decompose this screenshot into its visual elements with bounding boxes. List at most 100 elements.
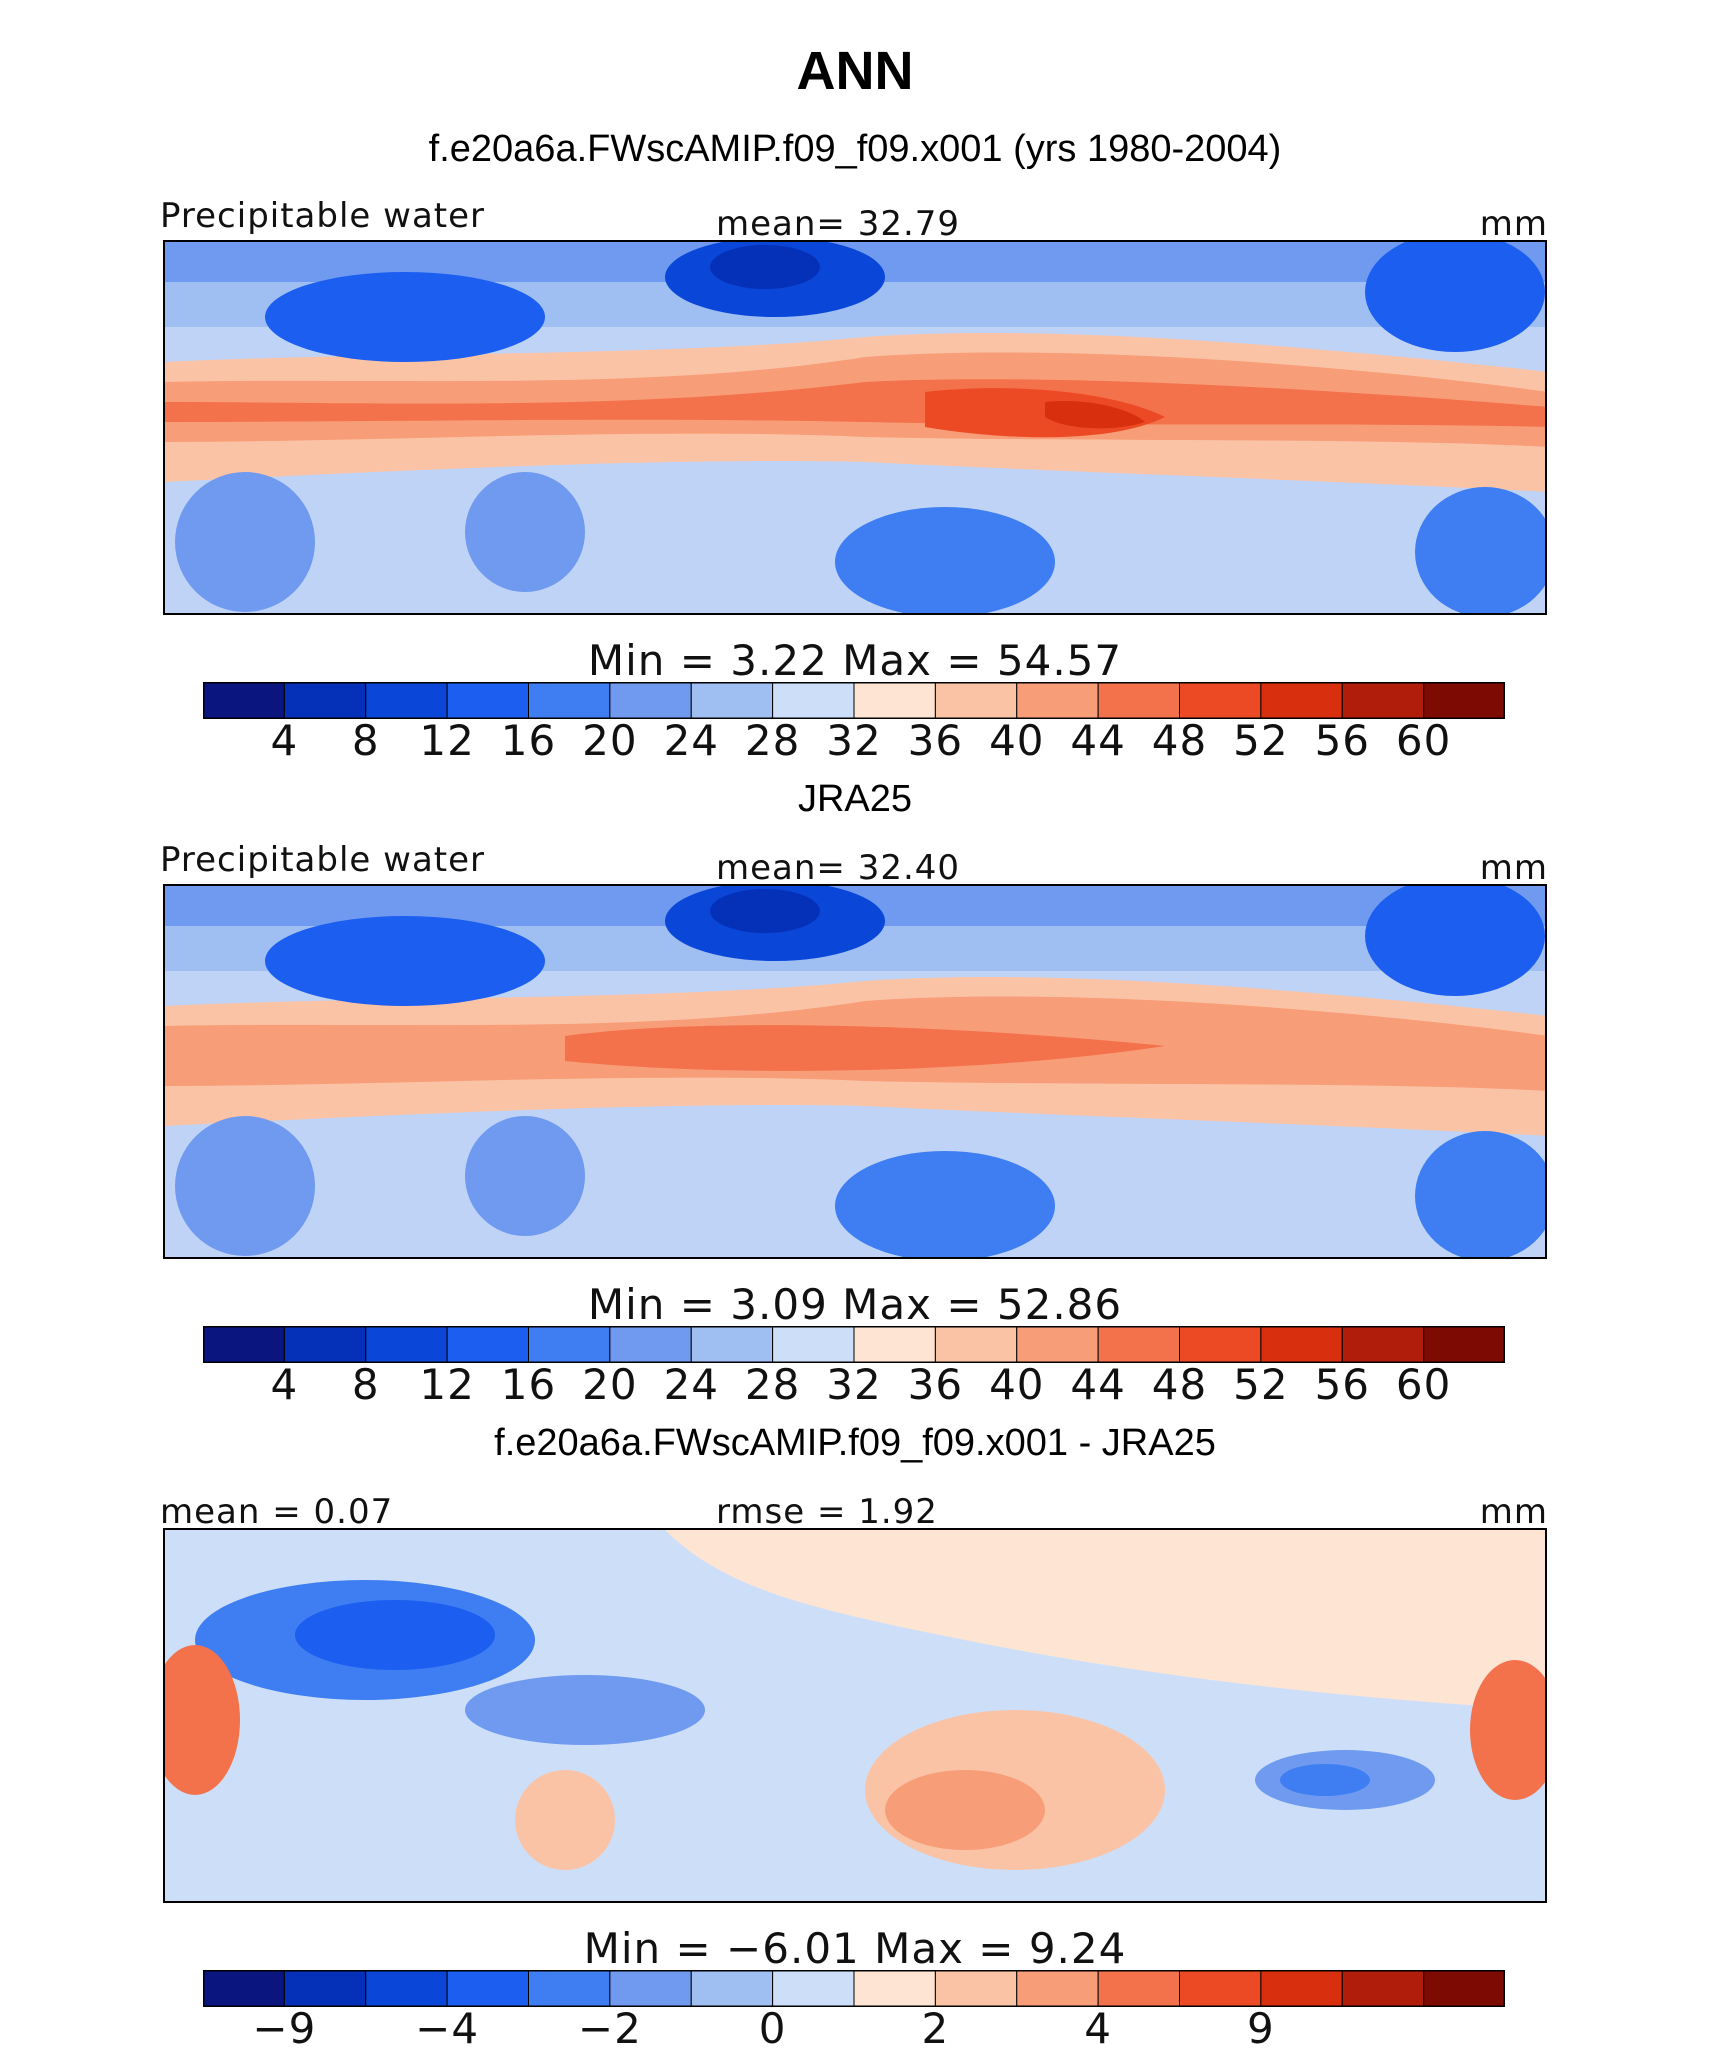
colorbar-swatch — [609, 1326, 692, 1363]
colorbar-frame — [203, 682, 1505, 719]
colorbar-tick-label: 36 — [907, 1360, 964, 1409]
panel-3-mean-label: mean = 0.07 — [160, 1492, 394, 1532]
colorbar-tick-label: 56 — [1314, 716, 1371, 765]
colorbar-tick-label: 16 — [500, 716, 557, 765]
colorbar-tick-label: 60 — [1395, 716, 1452, 765]
colorbar-tick-label: −4 — [415, 2004, 480, 2053]
colorbar-swatch — [1341, 1970, 1425, 2007]
colorbar-tick-label: 9 — [1247, 2004, 1275, 2053]
colorbar-swatch — [1179, 682, 1262, 719]
panel-3-colorbar-ticks: −9 −4 −2 0 2 4 9 — [203, 2004, 1505, 2054]
colorbar-swatch — [1423, 1326, 1505, 1363]
panel-1-min-max: Min = 3.22 Max = 54.57 — [587, 636, 1123, 685]
colorbar-swatch — [609, 682, 692, 719]
panel-1-colorbar — [203, 682, 1505, 719]
colorbar-swatch — [934, 1326, 1018, 1363]
colorbar-swatch — [283, 1326, 367, 1363]
panel-1-variable-label: Precipitable water — [160, 196, 486, 236]
panel-3-rmse-label: rmse = 1.92 — [716, 1492, 938, 1532]
panel-2-colorbar — [203, 1326, 1505, 1363]
colorbar-tick-label: 8 — [351, 1360, 380, 1409]
panel-2-map — [163, 884, 1547, 1259]
colorbar-swatch — [528, 1970, 611, 2007]
panel-1-units-label: mm — [1479, 204, 1548, 244]
colorbar-frame — [203, 1326, 1505, 1363]
colorbar-swatch — [1260, 1326, 1343, 1363]
colorbar-swatch — [365, 1326, 448, 1363]
colorbar-tick-label: −9 — [252, 2004, 317, 2053]
colorbar-swatch — [528, 682, 611, 719]
colorbar-swatch — [1341, 682, 1425, 719]
panel-3-colorbar — [203, 1970, 1505, 2007]
panel-1-title: f.e20a6a.FWscAMIP.f09_f09.x001 (yrs 1980… — [428, 128, 1282, 170]
panel-2-min-max: Min = 3.09 Max = 52.86 — [587, 1280, 1123, 1329]
colorbar-tick-label: 44 — [1070, 1360, 1126, 1409]
panel-2-title: JRA25 — [797, 778, 913, 820]
colorbar-tick-label: 8 — [351, 716, 380, 765]
colorbar-swatch — [609, 1970, 692, 2007]
colorbar-swatch — [203, 682, 285, 719]
colorbar-swatch — [772, 1326, 855, 1363]
panel-1-contour-field — [165, 242, 1545, 613]
panel-1-map — [163, 240, 1547, 615]
colorbar-tick-label: 52 — [1233, 1360, 1289, 1409]
colorbar-tick-label: 12 — [419, 716, 475, 765]
colorbar-swatch — [1260, 682, 1343, 719]
colorbar-tick-label: 24 — [663, 1360, 720, 1409]
colorbar-swatch — [1016, 1970, 1099, 2007]
colorbar-swatch — [1179, 1970, 1262, 2007]
colorbar-swatch — [853, 1970, 936, 2007]
colorbar-swatch — [1423, 682, 1505, 719]
colorbar-tick-label: −2 — [577, 2004, 642, 2053]
colorbar-swatch — [934, 1970, 1018, 2007]
panel-3-title: f.e20a6a.FWscAMIP.f09_f09.x001 - JRA25 — [494, 1422, 1216, 1464]
colorbar-tick-label: 48 — [1151, 1360, 1208, 1409]
colorbar-tick-label: 40 — [989, 1360, 1045, 1409]
panel-2-colorbar-ticks: 4 8 12 16 20 24 28 32 36 40 44 48 52 56 60 — [203, 1360, 1505, 1410]
colorbar-swatch — [1341, 1326, 1425, 1363]
colorbar-tick-label: 28 — [744, 1360, 801, 1409]
colorbar-tick-label: 60 — [1395, 1360, 1452, 1409]
colorbar-frame — [203, 1970, 1505, 2007]
colorbar-swatch — [934, 682, 1018, 719]
colorbar-tick-label: 28 — [744, 716, 801, 765]
colorbar-swatch — [1179, 1326, 1262, 1363]
colorbar-tick-label: 12 — [419, 1360, 475, 1409]
colorbar-swatch — [1016, 682, 1099, 719]
panel-2-mean-label: mean= 32.40 — [716, 848, 961, 888]
colorbar-tick-label: 32 — [826, 1360, 882, 1409]
colorbar-swatch — [1097, 1326, 1181, 1363]
colorbar-swatch — [283, 682, 367, 719]
colorbar-tick-label: 52 — [1233, 716, 1289, 765]
colorbar-tick-label: 32 — [826, 716, 882, 765]
colorbar-tick-label: 48 — [1151, 716, 1208, 765]
panel-2-units-label: mm — [1479, 848, 1548, 888]
colorbar-swatch — [283, 1970, 367, 2007]
colorbar-swatch — [203, 1326, 285, 1363]
panel-3-units-label: mm — [1479, 1492, 1548, 1532]
colorbar-swatch — [1097, 682, 1181, 719]
colorbar-swatch — [446, 682, 530, 719]
colorbar-swatch — [203, 1970, 285, 2007]
panel-1-mean-label: mean= 32.79 — [716, 204, 961, 244]
colorbar-tick-label: 40 — [989, 716, 1045, 765]
colorbar-tick-label: 56 — [1314, 1360, 1371, 1409]
colorbar-swatch — [690, 1970, 774, 2007]
figure-title: ANN — [796, 41, 914, 101]
panel-3-map — [163, 1528, 1547, 1903]
panel-2-variable-label: Precipitable water — [160, 840, 486, 880]
colorbar-swatch — [772, 682, 855, 719]
colorbar-swatch — [446, 1970, 530, 2007]
colorbar-swatch — [1423, 1970, 1505, 2007]
colorbar-tick-label: 24 — [663, 716, 720, 765]
colorbar-tick-label: 2 — [921, 2004, 950, 2053]
colorbar-swatch — [446, 1326, 530, 1363]
colorbar-tick-label: 36 — [907, 716, 964, 765]
panel-3-contour-field — [165, 1530, 1545, 1901]
colorbar-swatch — [853, 682, 936, 719]
panel-1-colorbar-ticks: 4 8 12 16 20 24 28 32 36 40 44 48 52 56 60 — [203, 716, 1505, 766]
colorbar-tick-label: 20 — [582, 716, 638, 765]
panel-3-min-max: Min = −6.01 Max = 9.24 — [583, 1924, 1127, 1973]
colorbar-tick-label: 4 — [270, 716, 299, 765]
colorbar-swatch — [365, 1970, 448, 2007]
